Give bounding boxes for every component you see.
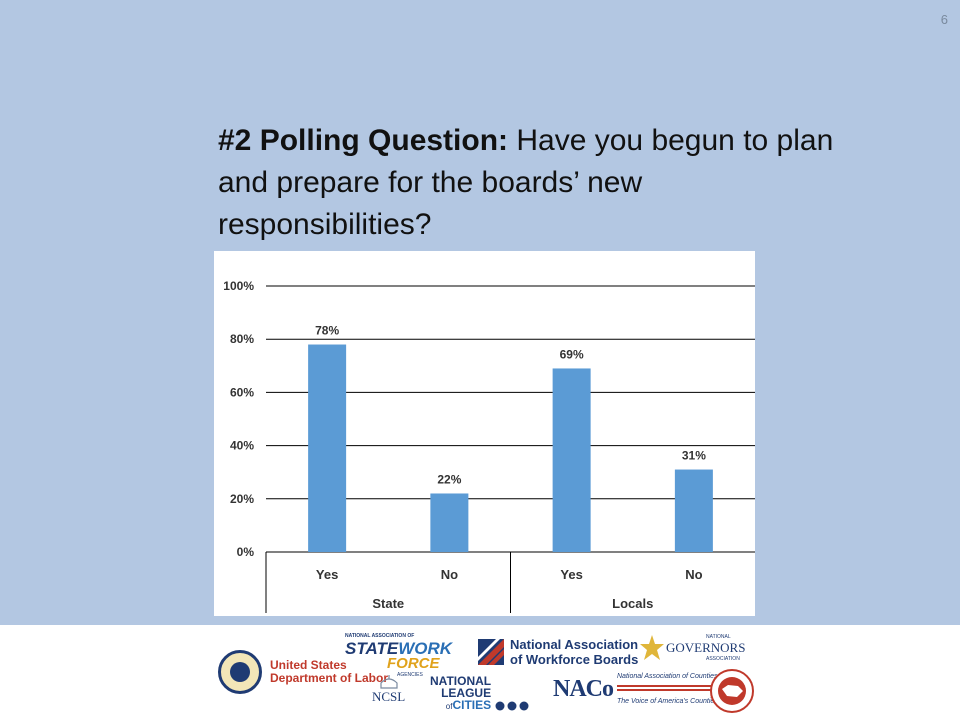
uscm-logo <box>710 669 754 713</box>
naco-logo: NACo National Association of Counties Th… <box>553 673 718 705</box>
bar <box>674 469 713 552</box>
nawb-flag-icon <box>478 639 504 665</box>
category-label: Yes <box>316 567 338 582</box>
nlc-logo: NATIONAL LEAGUE ofCITIES <box>430 675 529 713</box>
question-text: Have you begun to plan and prepare for t… <box>218 124 834 241</box>
group-label: Locals <box>612 596 653 611</box>
ncsl-logo: NCSL <box>372 675 405 705</box>
naco-stripes-icon <box>617 685 717 691</box>
data-label: 69% <box>560 347 584 361</box>
dol-line1: United States <box>270 658 347 672</box>
nga-small: NATIONAL <box>706 634 731 640</box>
naswa-word1: STATE <box>345 639 399 658</box>
chart-svg: 0% 20% 40% 60% 80% 100% 78% Yes 22% No State 69% Yes… <box>223 279 755 613</box>
y-tick-label: 100% <box>223 279 254 293</box>
bar <box>308 344 347 552</box>
naswa-sub: AGENCIES <box>397 672 423 678</box>
naswa-small: NATIONAL ASSOCIATION OF <box>345 633 415 639</box>
dol-line2: Department of Labor <box>270 671 389 685</box>
dol-logo: United States Department of Labor <box>218 650 388 694</box>
y-tick-label: 40% <box>230 439 254 453</box>
naco-line1: National Association of Counties <box>617 673 718 680</box>
category-label: No <box>441 567 458 582</box>
nawb-line1: National Association <box>510 637 639 652</box>
y-tick-label: 0% <box>237 545 255 559</box>
bar <box>430 493 469 552</box>
naswa-logo: NATIONAL ASSOCIATION OF STATE WORK FORCE… <box>345 633 452 678</box>
data-label: 31% <box>682 449 706 463</box>
ncsl-main: NCSL <box>372 689 406 704</box>
slide-number: 6 <box>940 12 948 27</box>
nawb-line2: of Workforce Boards <box>510 652 639 667</box>
nga-main: GOVERNORS <box>666 640 746 655</box>
dol-seal-icon <box>218 650 262 694</box>
nlc-cities: CITIES <box>452 698 492 712</box>
data-label: 78% <box>315 324 339 338</box>
nawb-logo: National Association of Workforce Boards <box>478 637 638 667</box>
data-label: 22% <box>437 472 461 486</box>
nlc-line1: NATIONAL <box>430 674 492 688</box>
footer-logos: United States Department of Labor NATION… <box>0 625 960 720</box>
nga-logo: NATIONAL GOVERNORS ASSOCIATION <box>640 633 745 663</box>
nga-sub: ASSOCIATION <box>706 656 740 662</box>
ncsl-capitol-icon <box>380 675 398 689</box>
y-tick-label: 20% <box>230 492 254 506</box>
question-lead: #2 Polling Question: <box>218 124 509 157</box>
category-label: Yes <box>560 567 582 582</box>
nlc-line2: LEAGUE <box>441 686 492 700</box>
polling-question: #2 Polling Question: Have you begun to p… <box>218 120 858 246</box>
naswa-word3: FORCE <box>387 655 440 672</box>
y-tick-label: 60% <box>230 385 254 399</box>
naswa-word2: WORK <box>398 639 453 658</box>
nlc-dots-icon <box>495 701 529 711</box>
category-label: No <box>685 567 702 582</box>
uscm-seal-icon <box>710 669 754 713</box>
bar <box>552 368 591 552</box>
nga-star-icon <box>640 635 664 660</box>
naco-main: NACo <box>553 675 614 702</box>
naco-line2: The Voice of America's Counties <box>617 698 718 705</box>
group-label: State <box>372 596 404 611</box>
bar-chart: 0% 20% 40% 60% 80% 100% 78% Yes 22% No State 69% Yes… <box>214 251 755 616</box>
y-tick-label: 80% <box>230 332 254 346</box>
nlc-of: of <box>445 702 453 711</box>
